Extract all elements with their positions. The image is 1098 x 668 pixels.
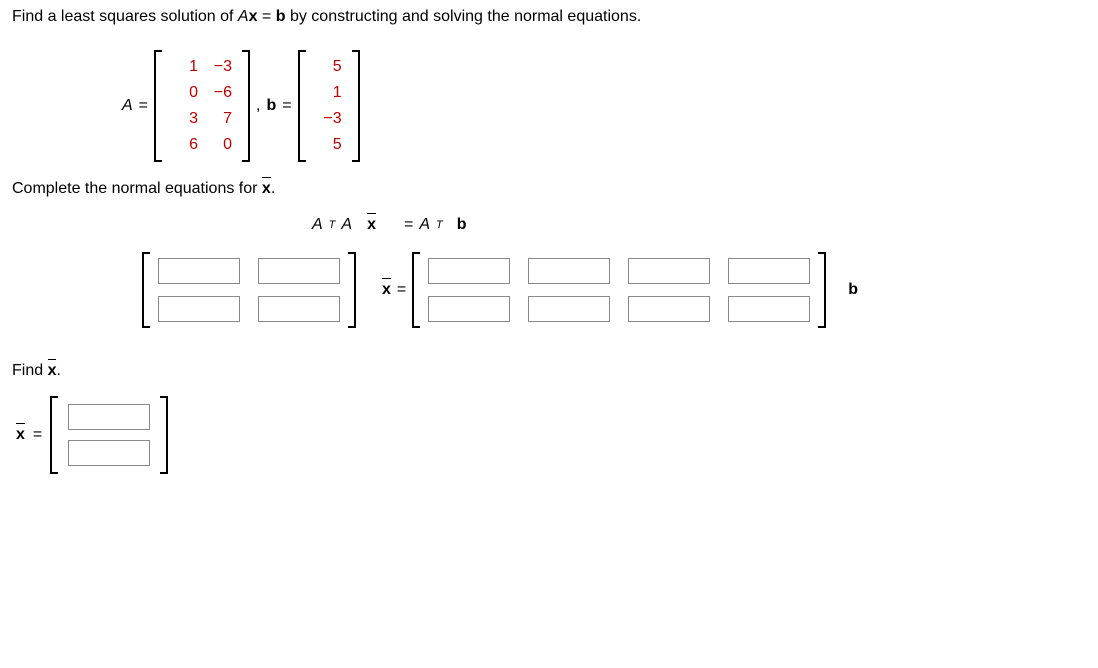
answer-block: x = [16, 396, 1086, 474]
ne-A3: A [419, 216, 430, 234]
ne-b: b [457, 216, 467, 234]
ne-T2: T [436, 219, 443, 231]
matrix-A: 1−3 0−6 37 60 [154, 50, 250, 162]
b-0: 5 [312, 54, 346, 80]
A-2-0: 3 [168, 106, 202, 132]
equals-2: = [282, 97, 291, 115]
At-matrix-inputs [412, 252, 826, 328]
equals-1: = [139, 97, 148, 115]
var-b: b [276, 8, 286, 25]
AtA-1-0-input[interactable] [158, 296, 240, 322]
normal-equations-symbolic: ATA x = AT b [312, 216, 1086, 234]
xbar-2: x [48, 362, 57, 379]
At-1-2-input[interactable] [628, 296, 710, 322]
A-3-0: 6 [168, 132, 202, 158]
trailing-b: b [848, 281, 858, 299]
A-1-1: −6 [202, 80, 236, 106]
b-2: −3 [312, 106, 346, 132]
find-x-text: Find [12, 362, 48, 379]
period-2: . [56, 362, 60, 379]
complete-line: Complete the normal equations for x. [12, 180, 1086, 198]
A-2-1: 7 [202, 106, 236, 132]
find-x-line: Find x. [12, 362, 1086, 380]
complete-text: Complete the normal equations for [12, 180, 262, 197]
b-1: 1 [312, 80, 346, 106]
At-1-3-input[interactable] [728, 296, 810, 322]
equals-4: = [33, 426, 42, 444]
At-0-3-input[interactable] [728, 258, 810, 284]
matrix-b: 5 1 −3 5 [298, 50, 360, 162]
period-1: . [271, 180, 275, 197]
b-label: b [266, 97, 276, 115]
xbar-mid: x [382, 281, 391, 299]
problem-text-2: by constructing and solving the normal e… [286, 8, 642, 25]
ne-eq: = [404, 216, 413, 234]
ne-A1: A [312, 216, 323, 234]
problem-statement: Find a least squares solution of Ax = b … [12, 8, 1086, 26]
At-0-0-input[interactable] [428, 258, 510, 284]
At-0-2-input[interactable] [628, 258, 710, 284]
problem-text-1: Find a least squares solution of [12, 8, 238, 25]
given-matrices: A = 1−3 0−6 37 60 , b = 5 1 −3 5 [122, 50, 1086, 162]
AtA-matrix-inputs [142, 252, 356, 328]
AtA-1-1-input[interactable] [258, 296, 340, 322]
At-0-1-input[interactable] [528, 258, 610, 284]
ne-A2: A [341, 216, 352, 234]
AtA-0-0-input[interactable] [158, 258, 240, 284]
A-1-0: 0 [168, 80, 202, 106]
A-0-1: −3 [202, 54, 236, 80]
comma: , [256, 97, 260, 115]
At-1-0-input[interactable] [428, 296, 510, 322]
x-0-input[interactable] [68, 404, 150, 430]
xbar-1: x [262, 180, 271, 197]
normal-equations-inputs: x = b [142, 252, 1086, 328]
xbar-ans: x [16, 426, 25, 444]
AtA-0-1-input[interactable] [258, 258, 340, 284]
var-A: A [238, 8, 249, 25]
ne-T1: T [329, 219, 336, 231]
A-0-0: 1 [168, 54, 202, 80]
At-1-1-input[interactable] [528, 296, 610, 322]
b-3: 5 [312, 132, 346, 158]
equals-3: = [397, 281, 406, 299]
eq-sign: = [257, 8, 275, 25]
A-label: A [122, 97, 133, 115]
A-3-1: 0 [202, 132, 236, 158]
x-1-input[interactable] [68, 440, 150, 466]
answer-vector [50, 396, 168, 474]
ne-x: x [367, 216, 376, 233]
